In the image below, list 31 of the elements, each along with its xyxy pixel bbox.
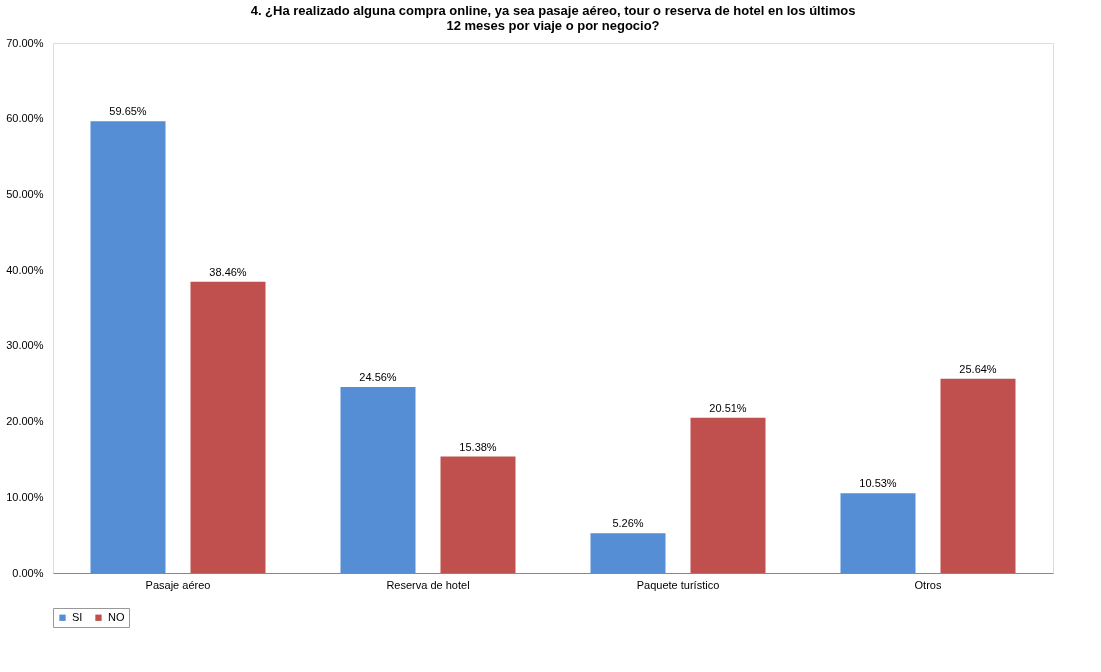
x-tick-label: Paquete turístico: [636, 578, 720, 591]
data-label: 38.46%: [209, 265, 247, 278]
bar: [340, 387, 416, 573]
y-tick-label: 40.00%: [6, 263, 44, 276]
data-label: 59.65%: [109, 105, 147, 118]
bar: [90, 121, 166, 573]
bar: [190, 281, 266, 573]
bar: [840, 493, 916, 573]
y-tick-label: 50.00%: [6, 187, 44, 200]
data-label: 15.38%: [459, 440, 497, 453]
data-label: 5.26%: [612, 517, 644, 530]
data-label: 20.51%: [709, 401, 747, 414]
y-tick-label: 30.00%: [6, 339, 44, 352]
x-tick-label: Reserva de hotel: [386, 578, 470, 591]
bar: [440, 456, 516, 573]
legend-label: NO: [108, 610, 125, 623]
data-label: 24.56%: [359, 371, 397, 384]
y-tick-label: 10.00%: [6, 490, 44, 503]
y-tick-label: 20.00%: [6, 415, 44, 428]
legend-label: SI: [72, 610, 83, 623]
data-label: 25.64%: [959, 362, 997, 375]
x-tick-label: Pasaje aéreo: [145, 578, 211, 591]
chart-title: 4. ¿Ha realizado alguna compra online, ya sea pasaje aéreo, tour o reserva de hotel en los últimos 12 meses por viaje o por negocio?: [250, 3, 856, 33]
bar: [590, 533, 666, 573]
y-tick-label: 70.00%: [6, 36, 44, 49]
x-tick-label: Otros: [914, 578, 942, 591]
y-tick-label: 0.00%: [12, 566, 44, 579]
y-tick-label: 60.00%: [6, 112, 44, 125]
data-label: 10.53%: [859, 477, 897, 490]
bar: [940, 378, 1016, 573]
bar: [690, 417, 766, 573]
